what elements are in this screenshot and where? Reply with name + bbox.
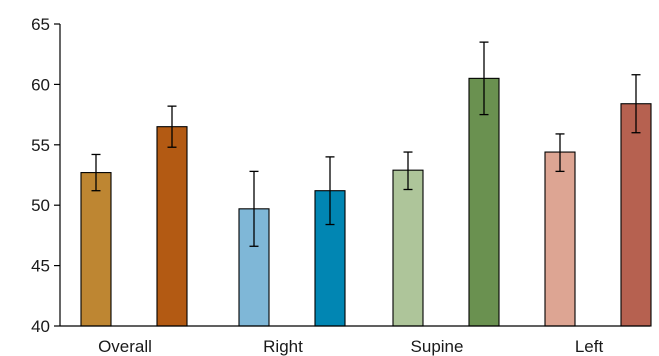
error-bar-overall-2 <box>167 105 177 148</box>
axes-layer <box>54 23 650 327</box>
y-tick-label-40: 40 <box>31 317 50 336</box>
y-tick-label-55: 55 <box>31 136 50 155</box>
y-tick-label-60: 60 <box>31 75 50 94</box>
error-bar-left-1 <box>555 133 565 173</box>
x-tick-label-overall: Overall <box>98 337 152 356</box>
bars-layer <box>80 77 652 327</box>
y-tick-label-50: 50 <box>31 196 50 215</box>
x-tick-label-left: Left <box>575 337 604 356</box>
bar-left-2 <box>620 103 652 327</box>
bar-overall-2 <box>156 126 188 327</box>
error-bar-supine-2 <box>479 41 489 116</box>
bar-left-1 <box>544 151 576 327</box>
x-tick-label-supine: Supine <box>411 337 464 356</box>
error-bar-right-1 <box>249 170 259 247</box>
x-tick-label-right: Right <box>263 337 303 356</box>
y-tick-label-45: 45 <box>31 257 50 276</box>
error-bar-overall-1 <box>91 153 101 192</box>
bar-supine-2 <box>468 77 500 327</box>
error-bar-supine-1 <box>403 151 413 191</box>
error-bar-left-2 <box>631 74 641 134</box>
bar-overall-1 <box>80 172 112 327</box>
error-bar-right-2 <box>325 156 335 226</box>
labels-layer: Overall Right Supine Left 40 45 50 55 60 65 <box>31 15 603 356</box>
y-tick-label-65: 65 <box>31 15 50 34</box>
error-bars-layer <box>91 41 641 247</box>
bar-supine-1 <box>392 169 424 327</box>
